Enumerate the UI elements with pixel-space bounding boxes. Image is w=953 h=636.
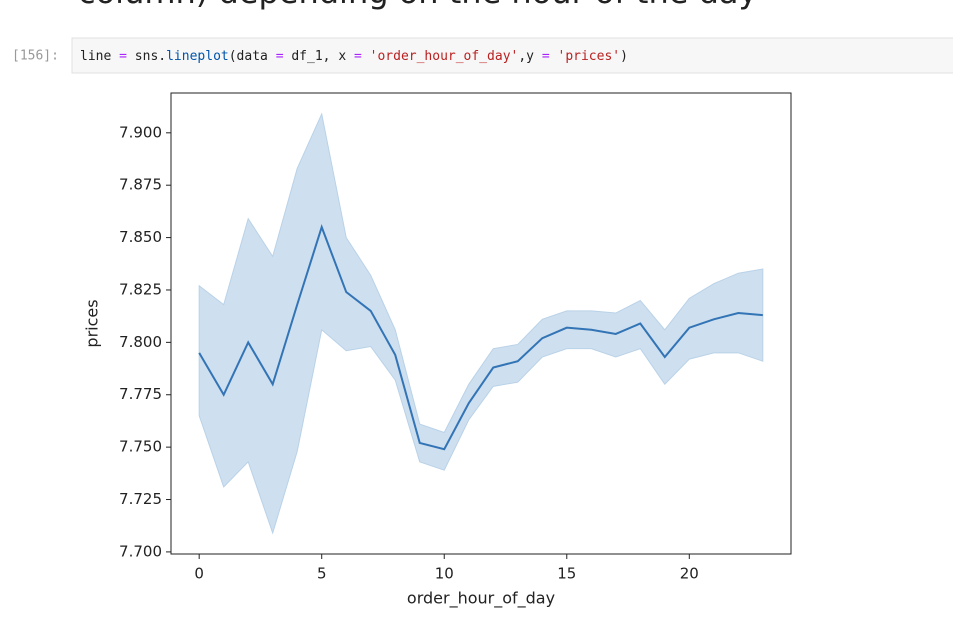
heading: column) depending on the hour of the day	[78, 0, 757, 11]
y-tick-label: 7.700	[119, 542, 162, 560]
x-tick-label: 5	[317, 565, 327, 583]
code-token: =	[276, 49, 284, 64]
code-cell[interactable]	[71, 37, 953, 74]
code-token: (data	[229, 49, 276, 64]
y-tick-label: 7.825	[119, 280, 162, 298]
code-token: 'order_hour_of_day'	[370, 49, 519, 64]
code-token	[550, 49, 558, 64]
x-tick-label: 15	[557, 565, 576, 583]
y-tick-label: 7.900	[119, 123, 162, 141]
y-tick-label: 7.775	[119, 385, 162, 403]
code-token: sns.	[127, 49, 166, 64]
code-token: ,y	[518, 49, 541, 64]
code-token	[111, 49, 119, 64]
code: line = sns.lineplot(data = df_1, x = 'or…	[80, 49, 628, 64]
y-tick-label: 7.750	[119, 438, 162, 456]
code-token: df_1, x	[284, 49, 354, 64]
code-token: )	[620, 49, 628, 64]
confidence-band	[198, 112, 764, 535]
x-axis-label: order_hour_of_day	[407, 589, 555, 609]
y-tick-label: 7.850	[119, 228, 162, 246]
line	[198, 224, 763, 451]
code-token: line	[80, 49, 111, 64]
code-token: 'prices'	[558, 49, 621, 64]
x-tick-label: 20	[680, 565, 699, 583]
y-tick-label: 7.725	[119, 490, 162, 508]
x-tick-label: 10	[435, 565, 454, 583]
code-token: =	[119, 49, 127, 64]
prompt: [156]:	[12, 49, 59, 64]
y-axis-label: prices	[83, 299, 102, 347]
y-tick-label: 7.875	[119, 176, 162, 194]
code-token: =	[354, 49, 362, 64]
plot: 7.700 7.725 7.750 7.775 7.800 7.825 7.850 7.875…	[119, 112, 764, 583]
code-token: lineplot	[166, 49, 229, 64]
code-token: =	[542, 49, 550, 64]
y-tick-label: 7.800	[119, 333, 162, 351]
code-token	[362, 49, 370, 64]
x-tick-label: 0	[194, 565, 204, 583]
